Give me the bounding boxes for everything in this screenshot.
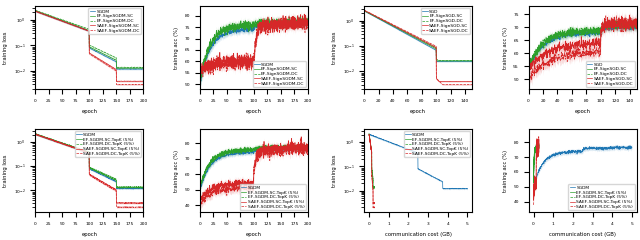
X-axis label: epoch: epoch [81,108,97,114]
X-axis label: communication cost (GB): communication cost (GB) [385,232,452,237]
X-axis label: epoch: epoch [81,232,97,237]
X-axis label: epoch: epoch [410,108,426,114]
Y-axis label: training acc (%): training acc (%) [502,27,508,69]
Y-axis label: training loss: training loss [332,155,337,187]
Legend: SGD, EF-SignSGD-SC, EF-SignSGD-DC, SAEF-SignSGD-SC, SAEF-SignSGD-DC: SGD, EF-SignSGD-SC, EF-SignSGD-DC, SAEF-… [586,61,635,87]
X-axis label: epoch: epoch [246,108,262,114]
Legend: SGDM, EF-SGDM-SC-TopK (5%), EF-SGDM-DC-TopK (5%), SAEF-SGDM-SC-TopK (5%), SAEF-S: SGDM, EF-SGDM-SC-TopK (5%), EF-SGDM-DC-T… [568,184,635,210]
Y-axis label: training loss: training loss [3,155,8,187]
Legend: SGDM, EF-SGDM-SC-TopK (5%), EF-SGDM-DC-TopK (5%), SAEF-SGDM-SC-TopK (5%), SAEF-S: SGDM, EF-SGDM-SC-TopK (5%), EF-SGDM-DC-T… [239,184,306,210]
Legend: SGDM, EF-SGDM-SC-TopK (5%), EF-SGDM-DC-TopK (5%), SAEF-SGDM-SC-TopK (5%), SAEF-S: SGDM, EF-SGDM-SC-TopK (5%), EF-SGDM-DC-T… [404,131,470,157]
Y-axis label: training acc (%): training acc (%) [174,150,179,192]
Legend: SGDM, EF-SignSGDM-SC, EF-SignSGDM-DC, SAEF-SignSGDM-SC, SAEF-SignSGDM-DC: SGDM, EF-SignSGDM-SC, EF-SignSGDM-DC, SA… [253,61,306,87]
X-axis label: communication cost (GB): communication cost (GB) [549,232,616,237]
Legend: SGD, EF-SignSGD-SC, EF-SignSGD-DC, SAEF-SignSGD-SC, SAEF-SignSGD-DC: SGD, EF-SignSGD-SC, EF-SignSGD-DC, SAEF-… [421,8,470,34]
X-axis label: epoch: epoch [246,232,262,237]
Y-axis label: training acc (%): training acc (%) [173,27,179,69]
Legend: SGDM, EF-SGDM-SC-TopK (5%), EF-SGDM-DC-TopK (5%), SAEF-SGDM-SC-TopK (5%), SAEF-S: SGDM, EF-SGDM-SC-TopK (5%), EF-SGDM-DC-T… [75,131,141,157]
Y-axis label: training acc (%): training acc (%) [502,150,508,192]
Legend: SGDM, EF-SignSGDM-SC, EF-SignSGDM-DC, SAEF-SignSGDM-SC, SAEF-SignSGDM-DC: SGDM, EF-SignSGDM-SC, EF-SignSGDM-DC, SA… [88,8,141,34]
Y-axis label: training loss: training loss [332,31,337,64]
Y-axis label: training loss: training loss [3,31,8,64]
X-axis label: epoch: epoch [575,108,591,114]
